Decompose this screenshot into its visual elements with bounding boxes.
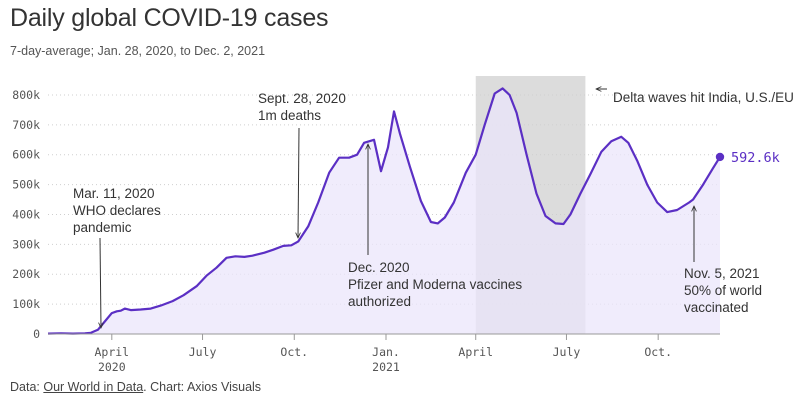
- annotation-text: 50% of world: [684, 283, 762, 298]
- y-tick-label: 400k: [12, 207, 40, 221]
- annotation-arrow: [100, 237, 101, 328]
- annotation-text: vaccinated: [684, 300, 749, 315]
- chart-subtitle: 7-day-average; Jan. 28, 2020, to Dec. 2,…: [10, 44, 266, 58]
- series-area: [48, 88, 720, 335]
- x-tick-label: April: [94, 345, 129, 359]
- annotation-text: Nov. 5, 2021: [684, 266, 760, 281]
- source-link[interactable]: Our World in Data: [43, 380, 144, 394]
- source-note: Data: Our World in Data. Chart: Axios Vi…: [10, 380, 261, 394]
- y-tick-label: 700k: [12, 118, 40, 132]
- last-value-dot: [715, 152, 725, 162]
- x-tick-label: July: [189, 345, 217, 359]
- last-value-label: 592.6k: [731, 150, 780, 166]
- y-tick-label: 800k: [12, 88, 40, 102]
- annotation-text: Pfizer and Moderna vaccines: [348, 277, 522, 292]
- annotation-text: Delta waves hit India, U.S./EU: [613, 90, 794, 105]
- x-tick-label: April: [458, 345, 493, 359]
- x-tick-year-label: 2021: [372, 360, 400, 374]
- source-suffix: . Chart: Axios Visuals: [143, 380, 262, 394]
- source-prefix: Data:: [10, 380, 44, 394]
- y-tick-label: 100k: [12, 297, 40, 311]
- annotation-text: 1m deaths: [258, 108, 321, 123]
- x-tick-label: Oct.: [280, 345, 308, 359]
- y-tick-label: 0: [33, 327, 40, 341]
- y-tick-label: 300k: [12, 237, 40, 251]
- y-tick-label: 500k: [12, 178, 40, 192]
- x-tick-label: July: [553, 345, 581, 359]
- annotation-text: Sept. 28, 2020: [258, 91, 346, 106]
- annotation-text: Dec. 2020: [348, 260, 410, 275]
- annotation-text: authorized: [348, 294, 411, 309]
- annotation-text: pandemic: [73, 220, 132, 235]
- y-tick-label: 600k: [12, 148, 40, 162]
- annotation-arrow: [298, 127, 299, 238]
- annotation-text: Mar. 11, 2020: [73, 186, 155, 201]
- x-tick-label: Oct.: [644, 345, 672, 359]
- x-tick-label: Jan.: [372, 345, 400, 359]
- series-line: [47, 87, 721, 335]
- chart-title: Daily global COVID-19 cases: [10, 4, 329, 32]
- annotation-text: WHO declares: [73, 203, 161, 218]
- y-tick-label: 200k: [12, 267, 40, 281]
- x-tick-year-label: 2020: [98, 360, 126, 374]
